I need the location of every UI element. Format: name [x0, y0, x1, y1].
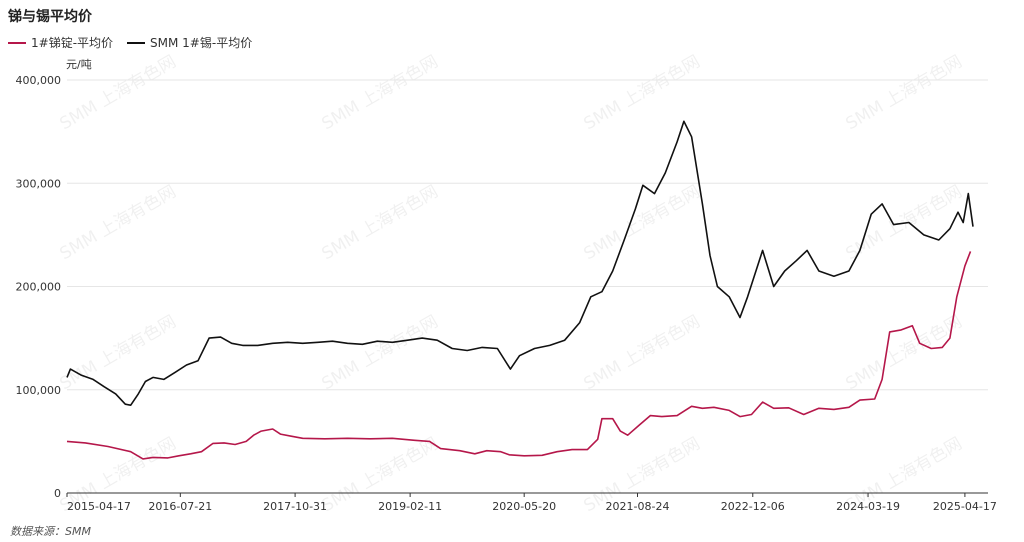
watermark-text: SMM 上海有色网: [57, 312, 180, 395]
x-tick-label: 2020-05-20: [492, 500, 556, 513]
x-tick-label: 2025-04-17: [933, 500, 997, 513]
watermark-text: SMM 上海有色网: [843, 52, 966, 135]
watermark-text: SMM 上海有色网: [319, 312, 442, 395]
x-tick-label: 2019-02-11: [378, 500, 442, 513]
series-line-antimony: [66, 251, 972, 460]
grid-lines: [67, 79, 988, 494]
chart-title: 锑与锡平均价: [8, 9, 92, 25]
x-tick-label: 2022-12-06: [721, 500, 785, 513]
y-axis-ticks: 0 100,000 200,000 300,000 400,000: [16, 74, 62, 500]
y-tick-label: 100,000: [16, 384, 62, 397]
legend-label-tin: SMM 1#锡-平均价: [150, 36, 253, 50]
watermark-text: SMM 上海有色网: [581, 312, 704, 395]
series-line-tin: [66, 120, 974, 406]
watermark-text: SMM 上海有色网: [319, 182, 442, 265]
watermark-text: SMM 上海有色网: [57, 52, 180, 135]
y-tick-label: 300,000: [16, 177, 62, 190]
y-tick-label: 0: [54, 487, 61, 500]
y-axis-unit: 元/吨: [66, 58, 92, 71]
watermark-text: SMM 上海有色网: [581, 182, 704, 265]
legend-item-antimony[interactable]: 1#锑锭-平均价: [8, 34, 113, 51]
watermark-text: SMM 上海有色网: [57, 182, 180, 265]
legend-label-antimony: 1#锑锭-平均价: [31, 36, 114, 50]
watermarks: SMM 上海有色网 SMM 上海有色网 SMM 上海有色网 SMM 上海有色网 SMM …: [57, 52, 966, 517]
series-lines: [66, 120, 974, 460]
x-tick-label: 2015-04-17: [67, 500, 131, 513]
x-tick-label: 2016-07-21: [148, 500, 212, 513]
x-tick-label: 2024-03-19: [836, 500, 900, 513]
watermark-text: SMM 上海有色网: [843, 312, 966, 395]
x-tick-label: 2021-08-24: [606, 500, 670, 513]
legend-item-tin[interactable]: SMM 1#锡-平均价: [127, 34, 252, 51]
watermark-text: SMM 上海有色网: [319, 52, 442, 135]
data-source: 数据来源：SMM: [10, 525, 91, 538]
legend-swatch-antimony: [8, 41, 26, 44]
x-tick-label: 2017-10-31: [263, 500, 327, 513]
y-tick-label: 200,000: [16, 281, 62, 294]
legend-swatch-tin: [127, 41, 146, 44]
chart-legend: 1#锑锭-平均价 SMM 1#锡-平均价: [8, 34, 252, 51]
x-axis-ticks: 2015-04-17 2016-07-21 2017-10-31 2019-02-11…: [66, 493, 997, 513]
y-tick-label: 400,000: [16, 74, 62, 87]
